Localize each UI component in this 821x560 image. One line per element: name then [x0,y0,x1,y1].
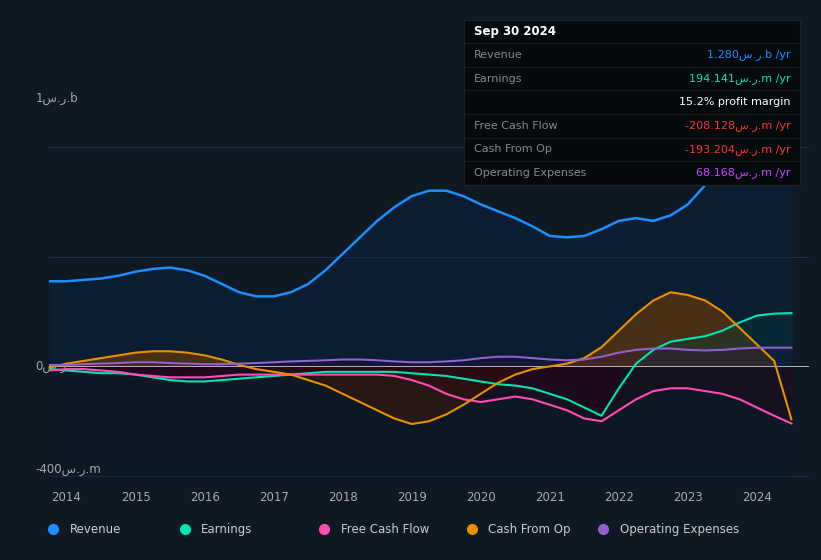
Text: 194.141س.ر.m /yr: 194.141س.ر.m /yr [689,73,791,84]
Text: -400س.ر.m: -400س.ر.m [35,463,101,476]
Text: Cash From Op: Cash From Op [488,522,571,536]
Text: 15.2% profit margin: 15.2% profit margin [679,97,791,107]
Text: Free Cash Flow: Free Cash Flow [474,121,557,131]
Text: Revenue: Revenue [474,50,523,60]
Text: Operating Expenses: Operating Expenses [474,168,586,178]
Text: 0س.ر.: 0س.ر. [35,360,71,373]
Text: Revenue: Revenue [70,522,122,536]
Text: Free Cash Flow: Free Cash Flow [341,522,429,536]
Text: Sep 30 2024: Sep 30 2024 [474,25,556,38]
Text: 68.168س.ر.m /yr: 68.168س.ر.m /yr [696,167,791,179]
Text: -208.128س.ر.m /yr: -208.128س.ر.m /yr [685,120,791,131]
Text: -193.204س.ر.m /yr: -193.204س.ر.m /yr [685,144,791,155]
Text: 1.280س.ر.b /yr: 1.280س.ر.b /yr [707,49,791,60]
Text: 1س.ر.b: 1س.ر.b [35,92,78,105]
Text: Earnings: Earnings [474,73,522,83]
Text: Cash From Op: Cash From Op [474,144,552,155]
Text: Earnings: Earnings [201,522,253,536]
Text: Operating Expenses: Operating Expenses [620,522,739,536]
